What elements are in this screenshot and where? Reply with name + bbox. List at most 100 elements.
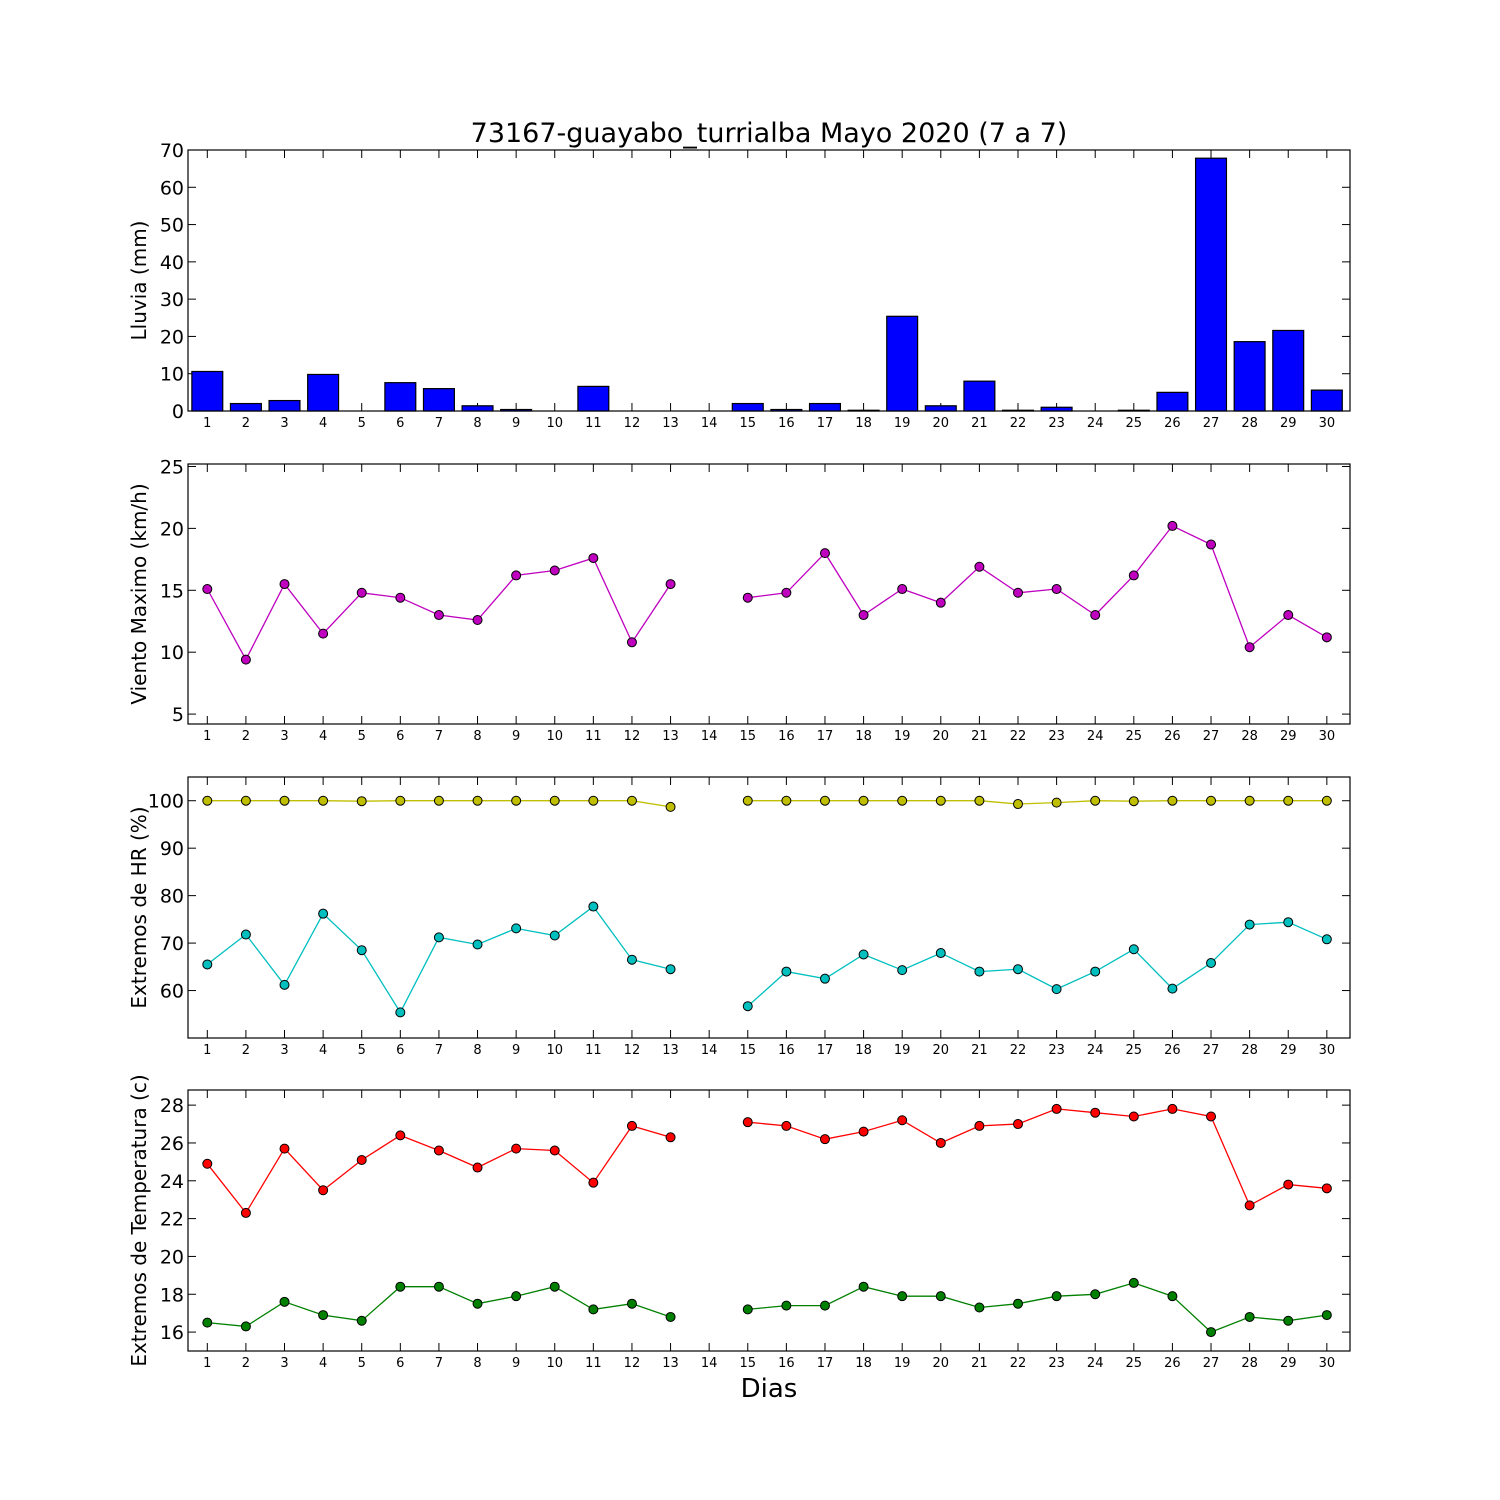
data-point — [279, 979, 290, 990]
rain-bar — [1156, 391, 1189, 412]
y-tick-label: 28 — [160, 1095, 184, 1117]
data-point — [819, 795, 830, 806]
rain-bar — [808, 402, 842, 412]
x-tick-label: 9 — [512, 416, 520, 431]
x-tick-label: 4 — [319, 416, 327, 431]
data-point — [1321, 632, 1332, 643]
y-axis-label: Viento Maximo (km/h) — [127, 483, 151, 704]
data-point — [549, 930, 560, 941]
data-point — [1013, 587, 1023, 598]
x-tick-label: 24 — [1087, 729, 1104, 744]
data-point — [279, 1296, 290, 1307]
data-point — [240, 929, 251, 940]
x-tick-label: 20 — [933, 1043, 950, 1058]
x-tick-label: 20 — [933, 729, 950, 744]
axes-frame — [187, 776, 1351, 1039]
rain-bar — [1194, 157, 1228, 412]
x-tick-label: 3 — [280, 1356, 288, 1371]
y-tick-label: 10 — [160, 642, 184, 664]
x-tick-label: 17 — [817, 416, 834, 431]
x-tick-label: 23 — [1048, 1043, 1065, 1058]
data-point — [588, 553, 599, 564]
data-point — [897, 584, 908, 595]
rain-bar — [384, 382, 417, 412]
data-point — [1321, 1310, 1332, 1321]
x-tick-label: 10 — [546, 729, 563, 744]
x-tick-label: 13 — [662, 416, 679, 431]
data-point — [1013, 799, 1023, 810]
data-point — [240, 1321, 251, 1332]
x-tick-label: 25 — [1126, 1043, 1143, 1058]
data-point — [202, 795, 213, 806]
x-tick-label: 30 — [1319, 1043, 1336, 1058]
data-point — [665, 579, 676, 590]
y-tick-label: 60 — [160, 177, 184, 199]
rain-bar — [886, 315, 919, 412]
y-tick-label: 15 — [160, 580, 184, 602]
rain-bar — [924, 405, 957, 412]
y-axis-label: Extremos de Temperatura (c) — [127, 1074, 151, 1366]
data-point — [1321, 934, 1332, 945]
x-tick-label: 13 — [662, 1356, 679, 1371]
y-tick-label: 20 — [160, 1246, 184, 1268]
series-line — [747, 800, 1327, 805]
data-point — [819, 1134, 830, 1145]
data-point — [897, 795, 908, 806]
x-tick-label: 10 — [546, 1043, 563, 1058]
data-point — [549, 1145, 560, 1156]
axes-frame — [187, 463, 1351, 725]
y-tick-label: 30 — [160, 289, 184, 311]
x-tick-label: 17 — [817, 1043, 834, 1058]
data-point — [1244, 1200, 1255, 1211]
x-tick-label: 22 — [1010, 1043, 1027, 1058]
x-tick-label: 27 — [1203, 416, 1220, 431]
x-tick-label: 18 — [855, 1356, 872, 1371]
rain-bar — [268, 399, 301, 412]
x-tick-label: 14 — [701, 729, 718, 744]
rain-bar — [963, 380, 996, 412]
x-tick-label: 12 — [624, 729, 641, 744]
x-tick-label: 3 — [280, 1043, 288, 1058]
x-tick-label: 27 — [1203, 1356, 1220, 1371]
rain-bar — [191, 370, 224, 412]
data-point — [472, 1162, 483, 1173]
data-point — [858, 1126, 869, 1137]
data-point — [356, 796, 367, 807]
x-tick-label: 4 — [319, 1356, 327, 1371]
data-point — [395, 795, 406, 806]
x-tick-label: 8 — [473, 416, 481, 431]
x-tick-label: 5 — [358, 1356, 366, 1371]
x-tick-label: 1 — [203, 416, 211, 431]
data-point — [974, 561, 985, 572]
x-tick-label: 14 — [701, 1043, 718, 1058]
data-point — [240, 1207, 251, 1218]
x-tick-label: 23 — [1048, 1356, 1065, 1371]
x-tick-label: 26 — [1164, 416, 1181, 431]
x-tick-label: 29 — [1280, 416, 1297, 431]
data-point — [1128, 944, 1139, 955]
axes-frame — [187, 1089, 1351, 1352]
data-point — [433, 1281, 444, 1292]
data-point — [1206, 795, 1217, 806]
data-point — [1013, 1119, 1023, 1130]
x-tick-label: 30 — [1319, 1356, 1336, 1371]
y-tick-label: 18 — [160, 1284, 184, 1306]
data-point — [1283, 917, 1294, 928]
series-line — [747, 1108, 1327, 1207]
x-tick-label: 2 — [242, 416, 250, 431]
y-tick-label: 26 — [160, 1133, 184, 1155]
data-point — [1206, 1111, 1217, 1122]
data-point — [665, 964, 676, 975]
data-point — [356, 587, 367, 598]
data-point — [1283, 1179, 1294, 1190]
data-point — [974, 1120, 985, 1131]
data-point — [665, 801, 676, 812]
rain-bar — [1233, 341, 1266, 412]
x-tick-label: 19 — [894, 416, 911, 431]
x-tick-label: 25 — [1126, 1356, 1143, 1371]
data-point — [935, 948, 946, 959]
x-tick-label: 9 — [512, 1356, 520, 1371]
data-point — [202, 1158, 213, 1169]
x-tick-label: 2 — [242, 1043, 250, 1058]
y-tick-label: 10 — [160, 364, 184, 386]
